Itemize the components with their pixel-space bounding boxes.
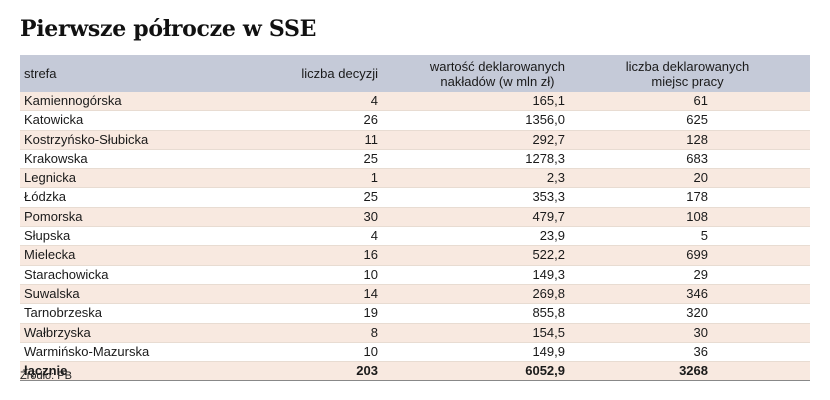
cell-investment: 154,5 <box>532 324 565 340</box>
table-row: Pomorska 30 479,7 108 <box>20 207 810 228</box>
cell-zone: Kostrzyńsko-Słubicka <box>24 131 149 147</box>
page-title: Pierwsze półrocze w SSE <box>20 16 317 42</box>
header-jobs-line1: liczba deklarowanych <box>625 58 750 74</box>
table-body: Kamiennogórska 4 165,1 61 Katowicka 26 1356,0 6… <box>20 92 810 363</box>
cell-decisions: 16 <box>363 247 378 263</box>
cell-jobs: 36 <box>693 343 708 359</box>
cell-investment: 149,9 <box>532 343 565 359</box>
cell-jobs: 30 <box>693 324 708 340</box>
cell-investment: 1356,0 <box>525 112 565 128</box>
header-jobs-line2: miejsc pracy <box>651 73 724 89</box>
cell-decisions: 19 <box>363 305 378 321</box>
cell-decisions: 25 <box>363 189 378 205</box>
table-row: Katowicka 26 1356,0 625 <box>20 111 810 131</box>
table-row: Suwalska 14 269,8 346 <box>20 284 810 305</box>
cell-zone: Słupska <box>24 228 71 244</box>
cell-jobs: 178 <box>686 189 708 205</box>
cell-zone: Tarnobrzeska <box>24 305 103 321</box>
cell-investment: 479,7 <box>532 208 565 224</box>
cell-investment: 165,1 <box>532 93 565 108</box>
table-row: Legnicka 1 2,3 20 <box>20 169 810 189</box>
cell-zone: Katowicka <box>24 112 84 128</box>
cell-decisions: 26 <box>363 112 378 128</box>
cell-jobs: 108 <box>686 208 708 224</box>
total-jobs: 3268 <box>679 363 708 379</box>
table-row: Tarnobrzeska 19 855,8 320 <box>20 304 810 324</box>
cell-investment: 855,8 <box>532 305 565 321</box>
cell-investment: 149,3 <box>532 266 565 282</box>
table-row: Słupska 4 23,9 5 <box>20 227 810 247</box>
header-investment: wartość deklarowanych nakładów (w mln zł… <box>380 55 565 92</box>
cell-decisions: 4 <box>370 228 378 244</box>
cell-jobs: 683 <box>686 150 708 166</box>
cell-jobs: 61 <box>693 93 708 108</box>
cell-decisions: 4 <box>370 93 378 108</box>
cell-jobs: 320 <box>686 305 708 321</box>
cell-zone: Legnicka <box>24 170 77 186</box>
total-investment: 6052,9 <box>525 363 565 379</box>
cell-investment: 23,9 <box>539 228 565 244</box>
cell-zone: Suwalska <box>24 285 80 301</box>
header-investment-line2: nakładów (w mln zł) <box>440 73 555 89</box>
cell-decisions: 1 <box>370 170 378 186</box>
cell-decisions: 30 <box>363 208 378 224</box>
cell-decisions: 8 <box>370 324 378 340</box>
cell-zone: Pomorska <box>24 208 83 224</box>
cell-decisions: 10 <box>363 266 378 282</box>
cell-zone: Starachowicka <box>24 266 109 282</box>
table-row: Kostrzyńsko-Słubicka 11 292,7 128 <box>20 130 810 150</box>
cell-zone: Łódzka <box>24 189 66 205</box>
table-row: Wałbrzyska 8 154,5 30 <box>20 323 810 343</box>
cell-decisions: 25 <box>363 150 378 166</box>
table-row: Łódzka 25 353,3 178 <box>20 188 810 208</box>
table-total-row: łącznie 203 6052,9 3268 <box>20 362 810 382</box>
table-row: Starachowicka 10 149,3 29 <box>20 265 810 285</box>
cell-jobs: 625 <box>686 112 708 128</box>
cell-decisions: 11 <box>364 131 379 147</box>
source-note: Źródło: PB <box>20 370 72 382</box>
table-row: Mielecka 16 522,2 699 <box>20 246 810 266</box>
cell-investment: 2,3 <box>546 170 565 186</box>
sse-table: strefa liczba decyzji wartość deklarowan… <box>20 55 810 382</box>
table-row: Kamiennogórska 4 165,1 61 <box>20 92 810 112</box>
cell-decisions: 10 <box>363 343 378 359</box>
total-decisions: 203 <box>356 363 378 379</box>
cell-jobs: 5 <box>700 228 708 244</box>
cell-investment: 292,7 <box>532 131 565 147</box>
cell-jobs: 346 <box>686 285 708 301</box>
cell-zone: Mielecka <box>24 247 76 263</box>
header-investment-line1: wartość deklarowanych <box>429 58 565 74</box>
cell-zone: Krakowska <box>24 150 88 166</box>
cell-investment: 522,2 <box>532 247 565 263</box>
table-row: Warmińsko-Mazurska 10 149,9 36 <box>20 342 810 363</box>
cell-zone: Wałbrzyska <box>24 324 91 340</box>
cell-decisions: 14 <box>363 285 378 301</box>
header-zone: strefa <box>24 66 57 81</box>
cell-investment: 1278,3 <box>525 150 565 166</box>
cell-jobs: 29 <box>693 266 708 282</box>
cell-zone: Kamiennogórska <box>24 93 122 108</box>
total-label: łącznie <box>24 363 68 379</box>
cell-jobs: 20 <box>693 170 708 186</box>
header-jobs: liczba deklarowanych miejsc pracy <box>565 55 810 92</box>
table-header: strefa liczba decyzji wartość deklarowan… <box>20 55 810 92</box>
header-decisions: liczba decyzji <box>301 66 378 81</box>
cell-investment: 353,3 <box>532 189 565 205</box>
cell-zone: Warmińsko-Mazurska <box>24 343 150 359</box>
cell-jobs: 128 <box>686 131 708 147</box>
cell-jobs: 699 <box>686 247 708 263</box>
table-row: Krakowska 25 1278,3 683 <box>20 149 810 170</box>
cell-investment: 269,8 <box>532 285 565 301</box>
